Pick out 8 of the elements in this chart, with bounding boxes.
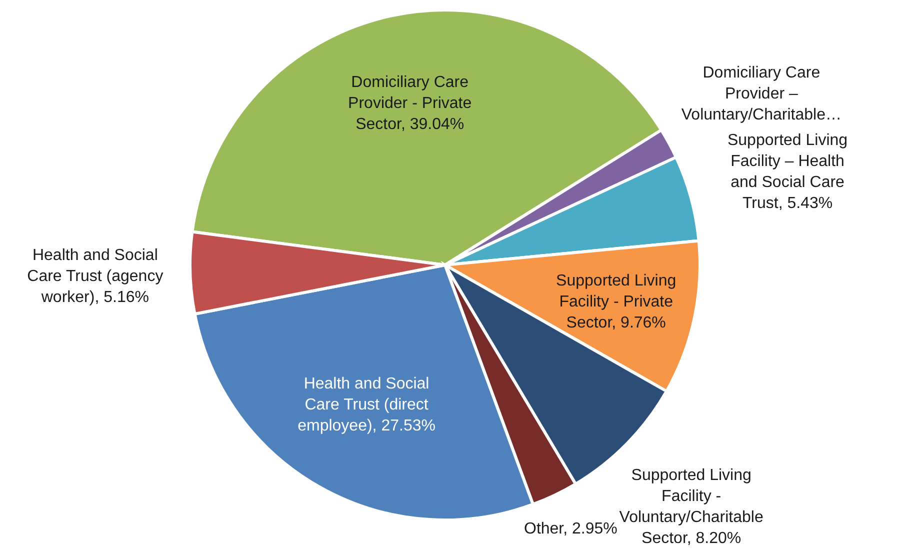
slice-label: Supported Living Facility - Voluntary/Charitable Sector, 8.20% xyxy=(619,467,764,548)
slice-label: Other, 2.95% xyxy=(524,520,618,538)
slice-label: Health and Social Care Trust (direct employee), 27.53% xyxy=(298,375,436,434)
slice-label: Domiciliary Care Provider - Private Sector, 39.04% xyxy=(348,74,472,133)
slice-label: Supported Living Facility – Health and Social Care Trust, 5.43% xyxy=(727,132,848,212)
slice-label: Health and Social Care Trust (agency worker), 5.16% xyxy=(27,246,164,306)
slice-label: Supported Living Facility - Private Sector, 9.76% xyxy=(556,272,676,332)
slice-label: Domiciliary Care Provider – Voluntary/Charitable… xyxy=(681,64,842,124)
